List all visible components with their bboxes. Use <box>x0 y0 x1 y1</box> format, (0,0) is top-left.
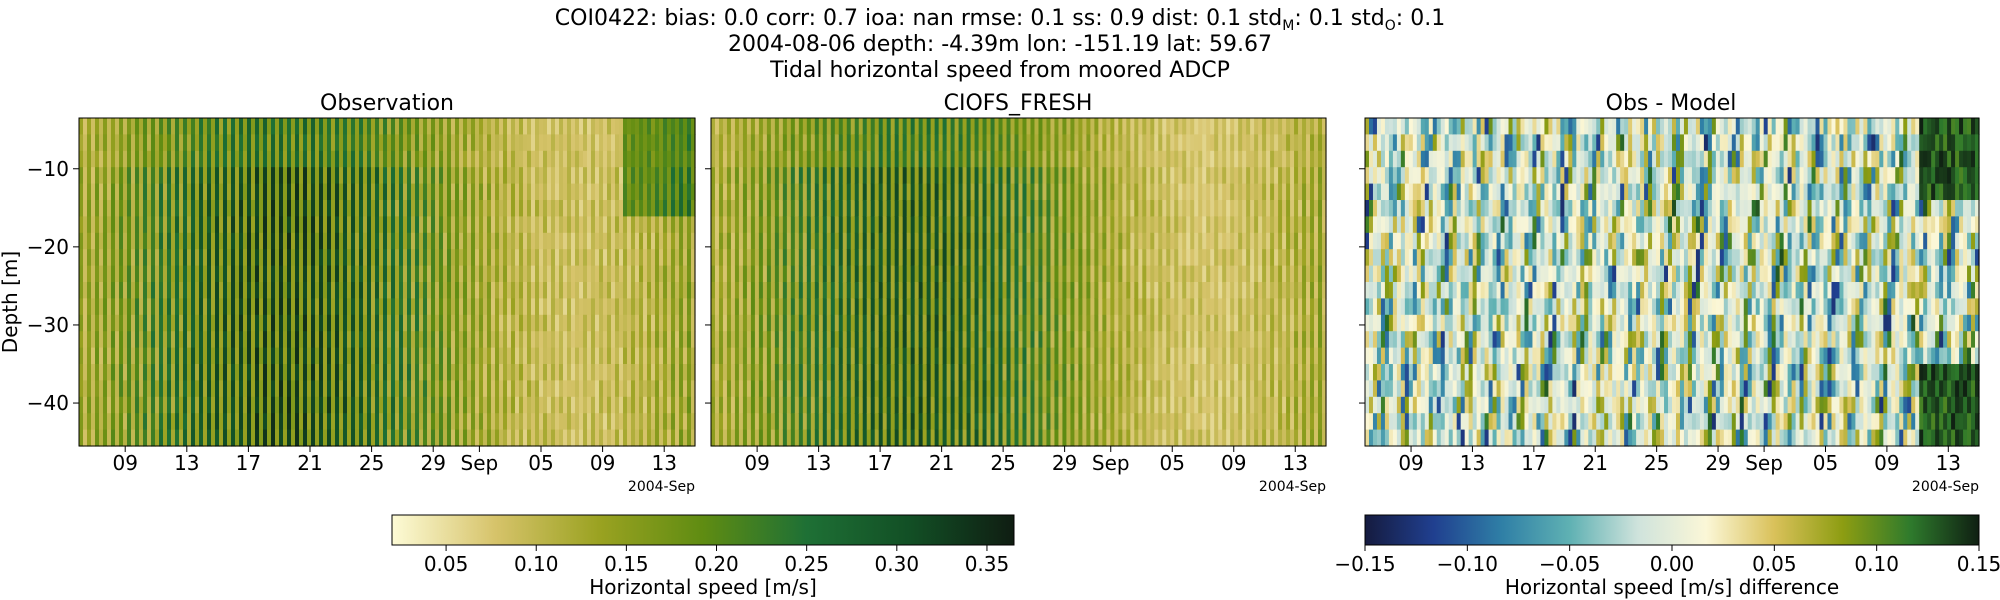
heatmap-observation <box>78 117 696 447</box>
colorbar-difference <box>1364 514 1980 546</box>
colorbar-tick-label: 0.25 <box>784 552 829 576</box>
colorbar-tick-label: 0.20 <box>694 552 739 576</box>
colorbar-tick-label: 0.05 <box>424 552 469 576</box>
x-tick-label: Sep <box>1092 451 1130 475</box>
colorbar-tick-label: 0.15 <box>604 552 649 576</box>
x-tick-label: Sep <box>461 451 499 475</box>
colorbar-ticks: 0.05 0.10 0.15 0.20 0.25 0.30 0.35 −0.15 −0.10 −0… <box>424 545 2000 576</box>
colorbar-tick-label: 0.00 <box>1650 552 1695 576</box>
title-line-3: Tidal horizontal speed from moored ADCP <box>769 58 1230 83</box>
colorbar-tick-label: 0.35 <box>965 552 1010 576</box>
title-line-1: COI0422: bias: 0.0 corr: 0.7 ioa: nan rm… <box>555 6 1445 34</box>
x-tick-label: 13 <box>1460 451 1485 475</box>
x-tick-label: 13 <box>1283 451 1308 475</box>
panel-title-difference: Obs - Model <box>1606 91 1737 116</box>
x-offset-label: 2004-Sep <box>1259 479 1326 495</box>
x-tick-label: 21 <box>929 451 954 475</box>
x-tick-label: 29 <box>1705 451 1730 475</box>
colorbar-tick-label: −0.15 <box>1334 552 1395 576</box>
x-tick-label: 13 <box>1936 451 1961 475</box>
y-axis-label: Depth [m] <box>0 251 22 353</box>
x-tick-label: 21 <box>1583 451 1608 475</box>
x-tick-label: 29 <box>1052 451 1077 475</box>
std-o-sub: O <box>1385 18 1396 34</box>
x-tick-label: 17 <box>236 451 261 475</box>
x-tick-label: 25 <box>1644 451 1669 475</box>
x-tick-label: 17 <box>1521 451 1546 475</box>
x-tick-label: 25 <box>359 451 384 475</box>
x-offset-label: 2004-Sep <box>1912 479 1979 495</box>
x-tick-label: 09 <box>1874 451 1899 475</box>
y-tick-label: −10 <box>27 157 69 181</box>
x-tick-label: 05 <box>1160 451 1185 475</box>
colorbar-tick-label: 0.10 <box>1854 552 1899 576</box>
x-tick-label: Sep <box>1745 451 1783 475</box>
x-tick-label: 13 <box>651 451 676 475</box>
title-line-2: 2004-08-06 depth: -4.39m lon: -151.19 la… <box>728 32 1272 57</box>
x-tick-label: 05 <box>1813 451 1838 475</box>
colorbar-tick-label: 0.10 <box>514 552 559 576</box>
x-tick-label: 29 <box>420 451 445 475</box>
panel-title-observation: Observation <box>320 91 454 116</box>
x-tick-label: 09 <box>590 451 615 475</box>
y-tick-label: −30 <box>27 313 69 337</box>
colorbar-tick-label: 0.15 <box>1957 552 2000 576</box>
axes: −10 −20 −30 −40 09 13 17 21 25 29 Sep 05 09 13 2004-Se… <box>27 157 1979 495</box>
x-tick-label: 09 <box>112 451 137 475</box>
x-offset-label: 2004-Sep <box>628 479 695 495</box>
colorbar-speed <box>391 514 1015 546</box>
x-tick-label: 17 <box>867 451 892 475</box>
x-tick-label: 05 <box>528 451 553 475</box>
y-tick-label: −20 <box>27 235 69 259</box>
colorbar-tick-label: −0.10 <box>1437 552 1498 576</box>
x-tick-label: 09 <box>1221 451 1246 475</box>
std-m-sub: M <box>1282 18 1294 34</box>
colorbar-tick-label: 0.05 <box>1752 552 1797 576</box>
heatmap-difference <box>1364 117 1980 447</box>
colorbar-tick-label: 0.30 <box>875 552 920 576</box>
x-tick-label: 13 <box>174 451 199 475</box>
x-tick-label: 21 <box>297 451 322 475</box>
panel-title-model: CIOFS_FRESH <box>944 91 1093 116</box>
x-tick-label: 13 <box>806 451 831 475</box>
colorbar-speed-label: Horizontal speed [m/s] <box>589 575 817 599</box>
y-tick-label: −40 <box>27 391 69 415</box>
colorbar-difference-label: Horizontal speed [m/s] difference <box>1505 575 1839 599</box>
x-tick-label: 25 <box>990 451 1015 475</box>
x-tick-label: 09 <box>744 451 769 475</box>
heatmap-model <box>710 117 1327 447</box>
colorbar-tick-label: −0.05 <box>1539 552 1600 576</box>
x-tick-label: 09 <box>1398 451 1423 475</box>
